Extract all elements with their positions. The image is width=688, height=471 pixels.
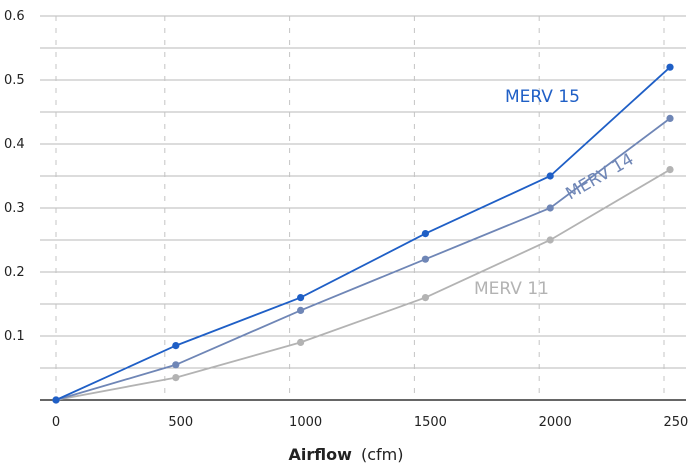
- y-tick-label: 0.1: [4, 329, 25, 344]
- series-line: [55, 168, 671, 401]
- data-point: [546, 236, 554, 244]
- data-point: [421, 255, 430, 263]
- data-point: [421, 230, 430, 238]
- x-axis-title: Airflow (cfm): [289, 445, 404, 464]
- series-line: [55, 117, 671, 401]
- series-label: MERV 15: [505, 87, 580, 107]
- data-point: [546, 172, 554, 180]
- data-point: [52, 396, 60, 404]
- x-tick-label: 1500: [414, 415, 447, 430]
- x-axis-title-main: Airflow: [289, 445, 353, 464]
- y-tick-label: 0.5: [4, 73, 25, 88]
- y-tick-label: 0.4: [4, 137, 25, 152]
- y-tick-label: 0.3: [4, 201, 25, 216]
- data-point: [666, 166, 674, 174]
- data-point: [172, 374, 180, 382]
- data-point: [172, 342, 180, 350]
- x-tick-label: 1000: [289, 415, 322, 430]
- x-tick-label: 2000: [539, 415, 572, 430]
- x-axis-title-unit: (cfm): [361, 445, 404, 464]
- y-tick-label: 0.6: [4, 9, 25, 24]
- series-label: MERV 11: [474, 279, 549, 299]
- x-tick-label: 2500: [663, 415, 688, 430]
- data-point: [421, 294, 430, 302]
- data-point: [666, 63, 674, 71]
- data-point: [297, 338, 305, 346]
- y-tick-label: 0.2: [4, 265, 25, 280]
- axes: 0.1 0.2 0.3 0.4 0.5 0.6 0 500 1000 1500 2000 2500: [4, 9, 688, 430]
- grid: [40, 15, 686, 400]
- data-point: [172, 361, 180, 369]
- data-point: [297, 294, 305, 302]
- x-tick-label: 500: [168, 415, 193, 430]
- data-point: [297, 306, 305, 314]
- data-point: [666, 114, 674, 122]
- data-point: [546, 204, 554, 212]
- x-tick-label: 0: [52, 415, 60, 430]
- series-lines: [52, 63, 674, 404]
- series-line: [55, 66, 671, 401]
